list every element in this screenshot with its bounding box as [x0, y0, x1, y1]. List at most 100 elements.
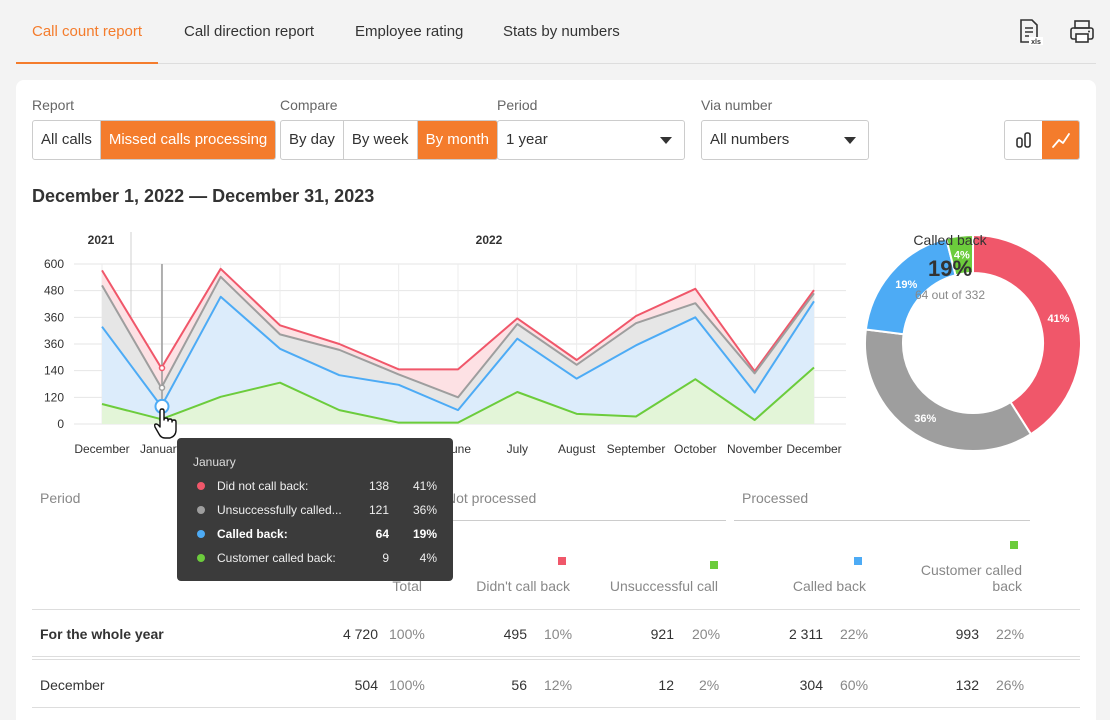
tooltip-row-value: 9 — [382, 551, 389, 565]
compare-by-month[interactable]: By month — [417, 121, 497, 159]
legend-dot — [197, 530, 205, 538]
y-tick-label: 360 — [44, 337, 64, 351]
tooltip-title: January — [193, 455, 236, 469]
row-total: 4 720 — [342, 626, 378, 642]
didnt-call-back-color-marker — [558, 557, 566, 565]
row-didnt: 495 — [503, 626, 527, 642]
row-period: December — [40, 677, 105, 693]
y-tick-label: 120 — [44, 390, 64, 404]
processed-divider — [734, 520, 1030, 521]
not-processed-divider — [446, 520, 726, 521]
table-divider — [32, 656, 1080, 657]
table-divider — [32, 609, 1080, 610]
x-tick-label: November — [727, 442, 782, 456]
tooltip-row: Customer called back: 9 4% — [193, 550, 437, 566]
tab-stats-by-numbers[interactable]: Stats by numbers — [503, 23, 620, 40]
donut-slice — [972, 233, 1082, 436]
processed-header: Processed — [742, 490, 809, 506]
line-chart-icon[interactable] — [1042, 121, 1079, 159]
called-back-color-marker — [854, 557, 862, 565]
tooltip-row-name: Unsuccessfully called... — [217, 503, 342, 517]
report-selector: All calls Missed calls processing — [32, 120, 277, 160]
legend-dot — [197, 506, 205, 514]
bar-chart-icon[interactable] — [1005, 121, 1042, 159]
row-unsucc: 12 — [658, 677, 674, 693]
tooltip-row-pct: 4% — [419, 551, 437, 565]
y-tick-label: 480 — [44, 284, 64, 298]
compare-by-day[interactable]: By day — [281, 121, 344, 159]
row-didnt-pct: 10% — [544, 626, 573, 642]
row-called-pct: 22% — [840, 626, 869, 642]
unsuccessful-call-color-marker — [710, 561, 718, 569]
total-column-header: Total — [392, 578, 422, 594]
compare-by-week[interactable]: By week — [344, 121, 418, 159]
series-line — [101, 295, 815, 412]
row-called: 304 — [799, 677, 823, 693]
chart-tooltip: January Did not call back: 138 41% Unsuc… — [177, 438, 453, 581]
y-tick-label: 140 — [44, 364, 64, 378]
row-unsucc-pct: 2% — [699, 677, 720, 693]
tab-call-count-report[interactable]: Call count report — [16, 0, 159, 64]
tooltip-row: Called back: 64 19% — [193, 526, 437, 542]
donut-slice-label: 36% — [914, 413, 936, 425]
report-option-missed-calls[interactable]: Missed calls processing — [100, 121, 276, 159]
y-tick-label: 360 — [44, 310, 64, 324]
legend-dot — [197, 554, 205, 562]
y-tick-label: 600 — [44, 257, 64, 271]
via-number-label: Via number — [701, 97, 773, 113]
donut-slice — [864, 328, 1033, 452]
print-icon[interactable] — [1068, 18, 1096, 46]
hand-cursor-icon — [153, 408, 177, 439]
tooltip-row-pct: 36% — [412, 503, 437, 517]
chevron-down-icon — [844, 137, 856, 144]
date-range-title: December 1, 2022 — December 31, 2023 — [32, 186, 375, 206]
series-area — [102, 367, 814, 424]
report-label: Report — [32, 97, 75, 113]
table-divider — [32, 659, 1080, 660]
tab-call-direction-report[interactable]: Call direction report — [184, 23, 315, 40]
series-line — [101, 267, 815, 373]
tooltip-row: Did not call back: 138 41% — [193, 478, 437, 494]
year-label: 2021 — [88, 233, 115, 247]
via-number-select[interactable]: All numbers — [701, 120, 869, 160]
report-option-all-calls[interactable]: All calls — [33, 121, 101, 159]
year-label: 2022 — [476, 233, 503, 247]
xls-export-icon[interactable]: xls — [1016, 18, 1044, 46]
row-cust: 132 — [955, 677, 979, 693]
donut-slice-label: 4% — [954, 250, 970, 262]
customer-called-back-color-marker — [1010, 541, 1018, 549]
tooltip-row-name: Customer called back: — [217, 551, 336, 565]
tooltip-row-pct: 41% — [412, 479, 437, 493]
row-called: 2 311 — [789, 626, 823, 642]
called-back-column-header: Called back — [792, 578, 866, 594]
xls-badge: xls — [1031, 39, 1041, 46]
row-total: 504 — [354, 677, 378, 693]
period-value: 1 year — [506, 131, 548, 148]
row-didnt: 56 — [511, 677, 527, 693]
y-tick-label: 0 — [57, 417, 64, 431]
row-cust-pct: 22% — [996, 626, 1025, 642]
tab-employee-rating[interactable]: Employee rating — [355, 23, 464, 40]
x-tick-label: July — [507, 442, 528, 456]
donut-slice-label: 41% — [1047, 313, 1069, 325]
unsuccessful-call-column-header: Unsuccessful call — [609, 578, 718, 594]
donut-chart: 41%36%19%4% — [864, 233, 1082, 452]
row-cust-pct: 26% — [996, 677, 1025, 693]
x-tick-label: September — [607, 442, 666, 456]
legend-dot — [197, 482, 205, 490]
row-called-pct: 60% — [840, 677, 869, 693]
series-line — [101, 275, 815, 399]
tooltip-row-name: Called back: — [217, 527, 288, 541]
data-point — [158, 384, 166, 391]
period-column-header: Period — [40, 490, 81, 506]
tooltip-row: Unsuccessfully called... 121 36% — [193, 502, 437, 518]
area-chart: 0 120 140 360 360 480 600 2021 2022 December Janua… — [44, 232, 846, 456]
period-select[interactable]: 1 year — [497, 120, 685, 160]
row-period: For the whole year — [40, 626, 164, 642]
report-tabs: Call count report Call direction report … — [16, 0, 1096, 64]
x-tick-label: January — [140, 442, 183, 456]
x-tick-label: December — [74, 442, 129, 456]
x-tick-label: December — [786, 442, 841, 456]
row-unsucc-pct: 20% — [692, 626, 721, 642]
series-area — [102, 268, 814, 398]
